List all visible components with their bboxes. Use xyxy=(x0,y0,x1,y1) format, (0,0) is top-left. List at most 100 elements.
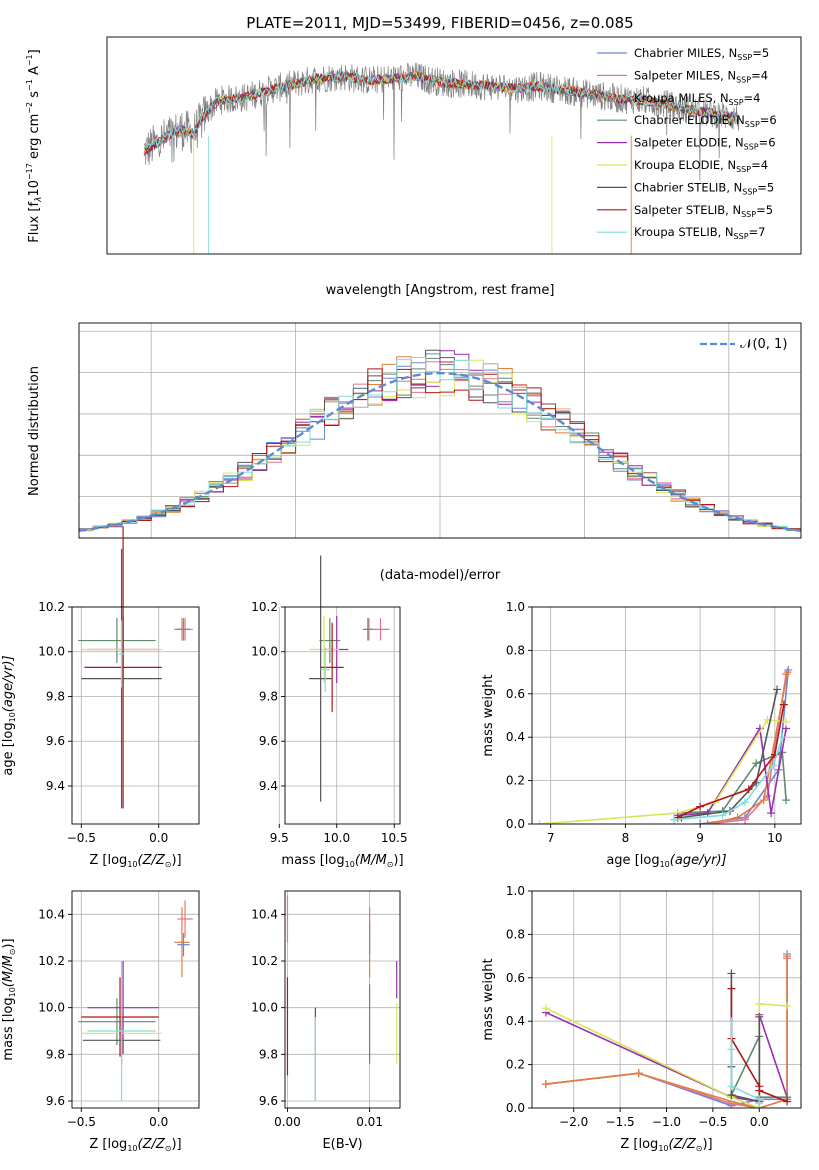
y-tick-label: 10.2 xyxy=(251,600,278,614)
legend-label: Kroupa ELODIE, NSSP=4 xyxy=(634,158,768,174)
y-tick-label: 10.4 xyxy=(251,907,278,921)
spectrum-legend: Chabrier MILES, NSSP=5 Salpeter MILES, NS… xyxy=(597,46,777,241)
panel-xlabel: Z [log10(Z/Z⊙)] xyxy=(620,1137,712,1153)
y-tick-label: 10.0 xyxy=(251,645,278,659)
legend-label: Chabrier STELIB, NSSP=5 xyxy=(634,180,774,196)
y-tick-label: 0.2 xyxy=(506,774,525,788)
legend-label: Kroupa STELIB, NSSP=7 xyxy=(634,225,765,241)
weight-marker xyxy=(782,718,791,727)
error-bar-point xyxy=(81,977,159,1057)
error-bar-point xyxy=(118,620,125,688)
weight-series xyxy=(535,715,791,824)
mass-vs-z-panel: −0.5 0.0 9.6 9.8 10.0 10.2 10.4 Z [log10(Z/Z⊙)]… xyxy=(1,890,200,1153)
weight-marker xyxy=(727,1045,736,1054)
x-tick-label: −1.5 xyxy=(606,1115,635,1129)
y-tick-label: 0.0 xyxy=(506,817,525,831)
x-tick-label: 0.0 xyxy=(750,1115,769,1129)
y-tick-label: 1.0 xyxy=(506,884,525,898)
x-tick-label: 9 xyxy=(696,831,704,845)
panel-xlabel: Z [log10(Z/Z⊙)] xyxy=(89,1137,181,1153)
y-tick-label: 9.4 xyxy=(46,779,65,793)
y-tick-label: 0.8 xyxy=(506,643,525,657)
weight-marker xyxy=(727,1017,736,1026)
x-tick-label: −2.0 xyxy=(559,1115,588,1129)
error-bar-point xyxy=(177,900,193,938)
panel-xlabel: Z [log10(Z/Z⊙)] xyxy=(89,853,181,869)
y-tick-label: 10.0 xyxy=(251,1001,278,1015)
age-vs-mass-panel: 9.5 10.0 10.5 9.4 9.6 9.8 10.0 10.2 mass [log10(… xyxy=(251,555,408,869)
residual-histogram xyxy=(79,357,801,531)
panel-ylabel: mass weight xyxy=(481,674,496,756)
y-tick-label: 10.2 xyxy=(251,954,278,968)
x-tick-label: 0.01 xyxy=(356,1115,383,1129)
panel-ylabel: mass weight xyxy=(481,958,496,1040)
residual-xlabel: (data-model)/error xyxy=(380,568,501,583)
mass-vs-ebv-panel: 0.00 0.01 9.6 9.8 10.0 10.2 10.4 E(B-V) xyxy=(251,890,401,1152)
y-tick-label: 9.6 xyxy=(46,734,65,748)
panel-xlabel: E(B-V) xyxy=(322,1137,362,1152)
x-tick-label: 0.0 xyxy=(149,1115,168,1129)
weight-marker xyxy=(782,796,791,805)
weight-series xyxy=(669,733,787,824)
y-tick-label: 9.6 xyxy=(46,1094,65,1108)
y-tick-label: 0.0 xyxy=(506,1101,525,1115)
y-tick-label: 9.8 xyxy=(46,689,65,703)
error-bar-point xyxy=(320,622,344,713)
observed-spectrum xyxy=(143,62,740,181)
x-tick-label: −1.0 xyxy=(652,1115,681,1129)
weight-marker xyxy=(759,796,768,805)
panel-ylabel: mass [log10(M/M⊙)] xyxy=(1,938,17,1060)
x-tick-label: 10 xyxy=(767,831,782,845)
model-spectrum xyxy=(143,72,740,152)
legend-label: Salpeter ELODIE, NSSP=6 xyxy=(634,136,776,152)
weight-marker xyxy=(767,809,776,818)
legend-label: Chabrier MILES, NSSP=5 xyxy=(634,46,769,62)
weight-marker xyxy=(755,1012,764,1021)
y-tick-label: 0.6 xyxy=(506,971,525,985)
mass-weight-vs-z-panel: −2.0 −1.5 −1.0 −0.5 0.0 0.0 0.2 0.4 0.6 0.8 1.0 Z [… xyxy=(481,884,802,1153)
panel-xlabel: mass [log10(M/M⊙)] xyxy=(281,853,403,869)
error-bar-point xyxy=(87,961,159,1055)
y-tick-label: 0.4 xyxy=(506,730,525,744)
legend-item: Salpeter STELIB, NSSP=5 xyxy=(597,203,773,219)
x-tick-label: −0.5 xyxy=(67,831,96,845)
weight-marker xyxy=(703,820,712,824)
model-spectrum xyxy=(144,70,740,155)
weight-marker xyxy=(755,1086,764,1095)
legend-label: Salpeter MILES, NSSP=4 xyxy=(634,68,768,84)
x-tick-label: 10.5 xyxy=(381,831,408,845)
weight-marker xyxy=(733,813,742,822)
weight-marker xyxy=(752,759,761,768)
y-tick-label: 9.8 xyxy=(259,1047,278,1061)
error-bar-point xyxy=(78,618,156,663)
x-tick-label: 0.00 xyxy=(274,1115,301,1129)
legend-item: Kroupa ELODIE, NSSP=4 xyxy=(597,158,768,174)
weight-marker xyxy=(783,668,792,677)
weight-marker xyxy=(744,785,753,794)
legend-label: Salpeter STELIB, NSSP=5 xyxy=(634,203,773,219)
residual-histogram xyxy=(79,359,801,532)
model-spectrum xyxy=(143,70,739,149)
weight-marker xyxy=(727,1082,736,1091)
gauss-legend-label: 𝒩(0, 1) xyxy=(740,337,787,352)
weight-marker xyxy=(783,1097,792,1106)
panel-ylabel: age [log10(age/yr)] xyxy=(1,655,17,775)
y-tick-label: 0.8 xyxy=(506,927,525,941)
panel-xlabel: age [log10(age/yr)] xyxy=(606,853,726,869)
weight-marker xyxy=(783,1002,792,1011)
weight-marker xyxy=(696,802,705,811)
spectrum-title: PLATE=2011, MJD=53499, FIBERID=0456, z=0… xyxy=(246,14,633,32)
weight-marker xyxy=(541,1004,550,1013)
age-vs-z-panel: −0.5 0.0 9.4 9.6 9.8 10.0 10.2 Z [log10(Z/Z⊙)] a… xyxy=(1,526,200,869)
x-tick-label: −0.5 xyxy=(67,1115,96,1129)
weight-marker xyxy=(778,733,787,742)
ticks: 9.5 10.0 10.5 9.4 9.6 9.8 10.0 10.2 xyxy=(251,600,407,845)
legend-item: Salpeter MILES, NSSP=4 xyxy=(597,68,768,84)
legend-item: Salpeter ELODIE, NSSP=6 xyxy=(597,136,776,152)
y-tick-label: 10.0 xyxy=(38,1001,65,1015)
weight-marker xyxy=(779,700,788,709)
grid xyxy=(72,891,199,1108)
error-bar-point xyxy=(309,555,333,802)
y-tick-label: 9.6 xyxy=(259,1094,278,1108)
